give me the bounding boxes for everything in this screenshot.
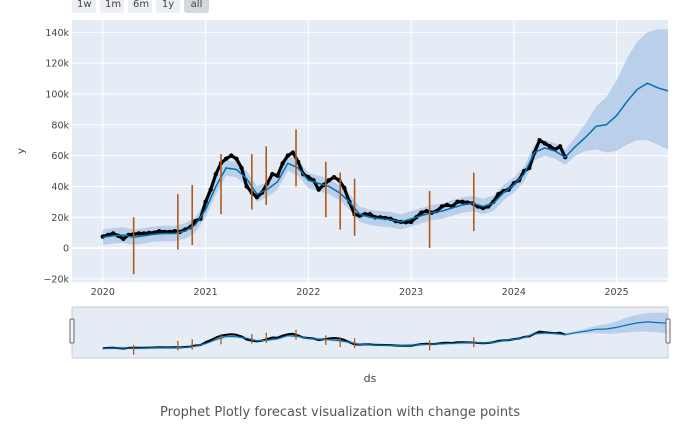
observed-point [496,191,501,197]
observed-point [121,236,126,242]
y-tick-label: 120k [45,59,69,70]
observed-point [157,228,162,234]
observed-point [172,228,177,234]
x-tick-label: 2024 [502,287,526,298]
range-button-6m[interactable]: 6m [128,0,152,13]
observed-point [136,231,141,236]
observed-point [275,173,280,178]
x-tick-label: 2021 [193,287,217,298]
observed-point [270,171,275,177]
x-tick-label: 2023 [399,287,423,298]
y-tick-label: 140k [45,28,69,39]
x-tick-label: 2020 [91,287,115,298]
observed-point [408,219,414,225]
y-tick-label: −20k [43,274,69,285]
y-tick-label: 20k [51,213,69,224]
observed-point [285,153,290,158]
observed-point [244,184,249,189]
observed-point [537,138,542,143]
observed-point [424,208,429,214]
observed-point [229,153,234,158]
observed-point [280,161,285,166]
forecast-line [102,82,669,239]
range-button-1m[interactable]: 1m [100,0,124,13]
x-tick-label: 2022 [296,287,320,298]
y-axis-title: y [16,148,27,154]
observed-point [444,202,450,208]
observed-point [295,159,301,164]
range-button-1y[interactable]: 1y [156,0,180,13]
observed-point [326,178,332,183]
observed-point [547,144,553,149]
observed-point [316,187,321,192]
range-button-all[interactable]: all [184,0,209,13]
figure-caption: Prophet Plotly forecast visualization wi… [160,405,520,420]
slider-forecast-line [102,321,669,349]
slider-handle-right[interactable] [665,318,671,344]
y-tick-label: 80k [51,120,69,131]
observed-point [460,199,465,205]
observed-point [203,199,208,205]
observed-point [208,187,213,192]
observed-point [234,156,239,161]
observed-point [213,171,219,177]
observed-point [342,185,347,191]
observed-point [455,199,460,205]
observed-point [557,144,563,149]
observed-point [367,211,373,217]
x-tick-label: 2025 [605,287,629,298]
observed-point [542,141,547,146]
observed-point [110,231,116,236]
y-tick-label: 100k [45,89,69,100]
y-tick-label: 40k [51,182,69,193]
y-tick-label: 0 [63,244,69,255]
slider-handle-left[interactable] [69,318,75,344]
main-plot-area[interactable]: 2020 2021 2022 2023 2024 2025 −20k 0 20k 40k 60k 80… [43,20,669,298]
observed-point [239,165,244,171]
range-button-1w[interactable]: 1w [72,0,96,13]
observed-point [419,210,424,215]
range-slider[interactable] [69,306,671,359]
x-axis-title: ds [364,372,377,385]
observed-point [290,150,296,155]
observed-point [439,204,445,209]
observed-point [141,231,147,236]
forecast-chart: 2020 2021 2022 2023 2024 2025 −20k 0 20k 40k 60k 80… [16,20,671,385]
observed-point [254,195,260,200]
y-tick-label: 60k [51,151,69,162]
observed-point [223,156,229,161]
observed-point [331,175,337,180]
